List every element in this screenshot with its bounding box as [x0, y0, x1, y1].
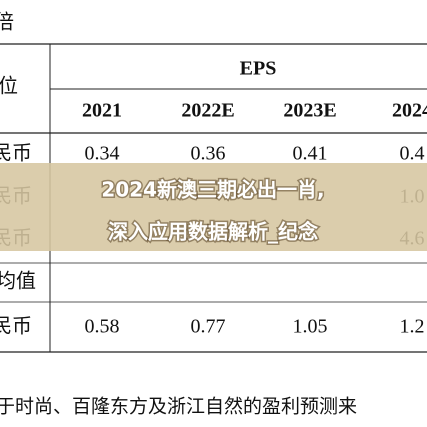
title-fragment: 倍 [0, 11, 14, 34]
column-header: 2023E [283, 100, 336, 122]
row-label: 民币 [0, 315, 32, 338]
banner [0, 163, 427, 251]
group-header: EPS [240, 58, 277, 80]
unit-header: 位 [0, 75, 18, 98]
cell: 0.34 [85, 143, 120, 165]
cell: 0.36 [191, 143, 226, 165]
column-header: 2024 [392, 100, 427, 122]
row-label: 民币 [0, 142, 32, 165]
section-label: 均值 [0, 270, 36, 293]
banner-line: 深入应用数据解析_纪念 [108, 220, 318, 244]
cell: 0.58 [85, 316, 120, 338]
cell: 0.77 [191, 316, 226, 338]
cell: 1.2 [400, 316, 425, 338]
cell: 1.05 [293, 316, 328, 338]
banner-line: 2024新澳三期必出一肖, [101, 178, 324, 202]
cell: 0.4 [400, 143, 425, 165]
column-header: 2022E [181, 100, 234, 122]
footer-text: 于时尚、百隆东方及浙江自然的盈利预测来 [0, 395, 357, 417]
column-header: 2021 [82, 100, 122, 122]
cell: 0.41 [293, 143, 328, 165]
